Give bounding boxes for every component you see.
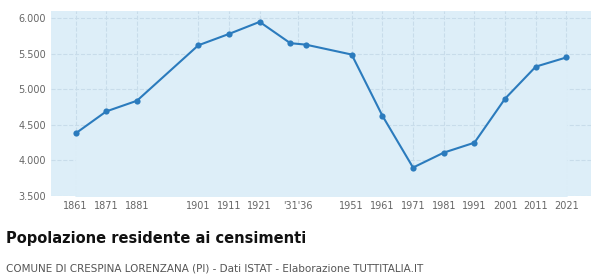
Point xyxy=(255,20,265,24)
Point xyxy=(562,55,571,60)
Point xyxy=(500,96,510,101)
Point xyxy=(224,32,234,36)
Point xyxy=(470,141,479,145)
Point xyxy=(531,64,541,69)
Point xyxy=(301,42,310,47)
Point xyxy=(132,99,142,103)
Point xyxy=(347,52,356,57)
Point xyxy=(71,131,80,136)
Point xyxy=(193,43,203,48)
Point xyxy=(439,150,449,155)
Text: COMUNE DI CRESPINA LORENZANA (PI) - Dati ISTAT - Elaborazione TUTTITALIA.IT: COMUNE DI CRESPINA LORENZANA (PI) - Dati… xyxy=(6,263,423,273)
Point xyxy=(286,41,295,45)
Point xyxy=(101,109,111,114)
Point xyxy=(408,165,418,170)
Text: Popolazione residente ai censimenti: Popolazione residente ai censimenti xyxy=(6,231,306,246)
Point xyxy=(377,113,387,118)
